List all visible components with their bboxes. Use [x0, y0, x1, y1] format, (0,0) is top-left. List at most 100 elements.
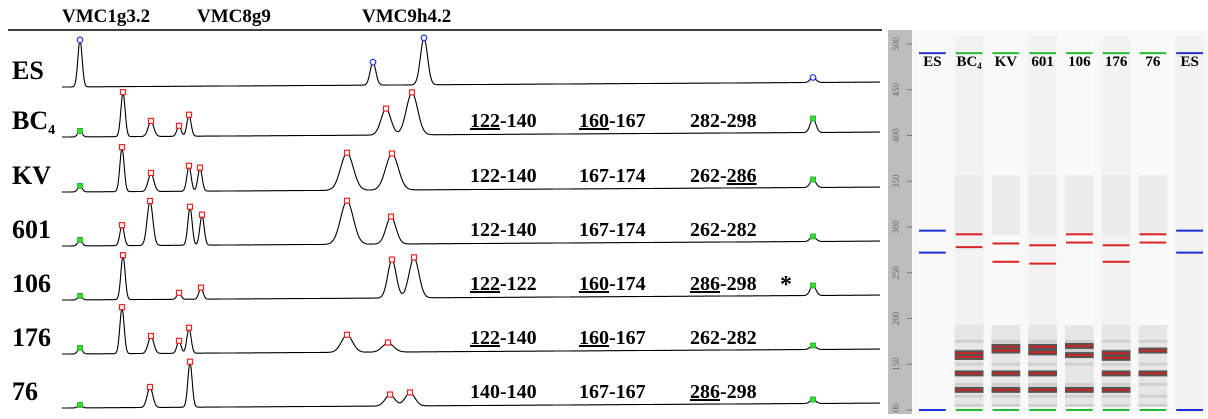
- band: [1029, 388, 1056, 391]
- gel-axis-label: 200: [891, 311, 901, 325]
- marker-band-bottom: [1029, 409, 1056, 411]
- allele-text: 262-: [690, 165, 727, 187]
- marker-band-top: [1139, 52, 1167, 55]
- lane-label: ES: [1180, 54, 1198, 70]
- peak-marker: [147, 117, 155, 125]
- lane-label: 76: [1145, 54, 1161, 70]
- faint-band: [954, 339, 984, 343]
- allele-text: 167-174: [579, 165, 646, 187]
- band: [1029, 372, 1056, 375]
- band: [955, 355, 983, 358]
- peak-marker: [382, 105, 390, 112]
- gel-axis-label: 500: [891, 37, 901, 51]
- marker-band-bottom: [1102, 409, 1130, 411]
- marker-band-top: [1176, 52, 1203, 55]
- lane-haze: [1028, 175, 1057, 235]
- allele-text: 122-140: [470, 165, 537, 187]
- sample-label: 106: [12, 269, 51, 298]
- allele-calls: 122-140 167-174 262-282: [470, 219, 757, 241]
- faint-band: [1101, 394, 1131, 398]
- faint-band: [1028, 394, 1057, 398]
- faint-band: [1065, 403, 1094, 407]
- faint-band: [991, 362, 1021, 366]
- peak-marker: [146, 197, 154, 205]
- peak-marker: [77, 236, 83, 243]
- faint-band: [991, 394, 1021, 398]
- faint-band: [954, 403, 984, 407]
- band: [992, 349, 1020, 352]
- marker-band-top: [1029, 52, 1056, 55]
- peak-marker: [369, 58, 377, 66]
- peak-marker: [186, 358, 194, 365]
- band: [955, 372, 983, 375]
- peak-marker: [809, 74, 817, 81]
- peak-marker: [408, 89, 416, 96]
- peak-marker: [118, 304, 126, 311]
- peak-marker: [185, 324, 193, 331]
- trace-row: 106 122-122 160-174 286-298 *: [12, 252, 880, 301]
- peak-marker: [118, 222, 126, 229]
- faint-band: [1138, 403, 1168, 407]
- peak-marker: [406, 389, 414, 396]
- peak-marker: [77, 127, 83, 134]
- lane-haze: [1065, 175, 1094, 235]
- gel-axis-label: 350: [891, 174, 901, 188]
- band: [1139, 233, 1167, 236]
- faint-band: [1028, 339, 1057, 343]
- allele-calls: 122-122 160-174 286-298: [470, 273, 757, 295]
- note-asterisk: *: [780, 272, 792, 298]
- marker-band-bottom: [1066, 409, 1093, 411]
- lane-label: 176: [1105, 54, 1128, 70]
- allele-underlined: 286: [727, 165, 757, 187]
- allele-text: -174: [609, 273, 646, 295]
- peak-marker: [386, 391, 394, 398]
- marker-band-bottom: [919, 409, 946, 411]
- lane-label: 106: [1068, 54, 1091, 70]
- faint-band: [1138, 382, 1168, 386]
- gel-lane: KV: [991, 36, 1021, 412]
- band: [955, 246, 983, 249]
- allele-text: 262-282: [690, 219, 757, 241]
- trace-line: [62, 92, 880, 138]
- band: [992, 372, 1020, 375]
- peak-marker: [384, 339, 392, 346]
- band: [1102, 260, 1130, 263]
- peak-marker: [196, 164, 204, 171]
- trace-line: [62, 362, 880, 409]
- allele-underlined: 160: [579, 110, 609, 132]
- sample-label: ES: [12, 56, 44, 85]
- marker-band-top: [1102, 52, 1130, 55]
- peak-marker: [175, 337, 183, 344]
- allele-underlined: 122: [470, 327, 500, 349]
- band: [1102, 372, 1130, 375]
- gel-lane: ES: [1175, 36, 1204, 412]
- trace-row: KV 122-140 167-174 262-286: [12, 144, 880, 193]
- allele-underlined: 122: [470, 273, 500, 295]
- lane-haze: [1101, 175, 1131, 235]
- peak-marker: [77, 182, 83, 189]
- marker-band-top: [919, 52, 946, 55]
- band: [992, 260, 1020, 263]
- trace-line: [62, 199, 880, 247]
- gel-lane: 76: [1138, 36, 1168, 412]
- band: [1176, 229, 1203, 232]
- gel-axis: [888, 30, 912, 414]
- peak-marker: [119, 252, 127, 259]
- band: [1102, 244, 1130, 247]
- peak-marker: [175, 122, 183, 129]
- gel-lane: 601: [1028, 36, 1057, 412]
- gel-axis-label: 100: [891, 403, 901, 414]
- lane-haze: [1138, 175, 1168, 235]
- gel-lane: 176: [1101, 36, 1131, 412]
- marker-band-bottom: [1176, 409, 1203, 411]
- faint-band: [1138, 394, 1168, 398]
- faint-band: [1065, 349, 1094, 353]
- peak-marker: [77, 292, 83, 299]
- marker-band-top: [955, 52, 983, 55]
- faint-band: [954, 382, 984, 386]
- lane-haze: [991, 175, 1021, 235]
- peak-marker: [810, 176, 816, 183]
- peak-marker: [118, 144, 126, 151]
